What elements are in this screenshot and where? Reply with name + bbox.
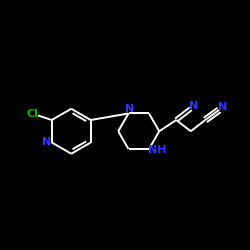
Text: N: N <box>42 137 51 147</box>
Text: NH: NH <box>148 144 166 154</box>
Text: N: N <box>218 102 227 113</box>
Text: N: N <box>190 101 199 111</box>
Text: N: N <box>124 104 134 115</box>
Text: Cl: Cl <box>26 109 38 119</box>
